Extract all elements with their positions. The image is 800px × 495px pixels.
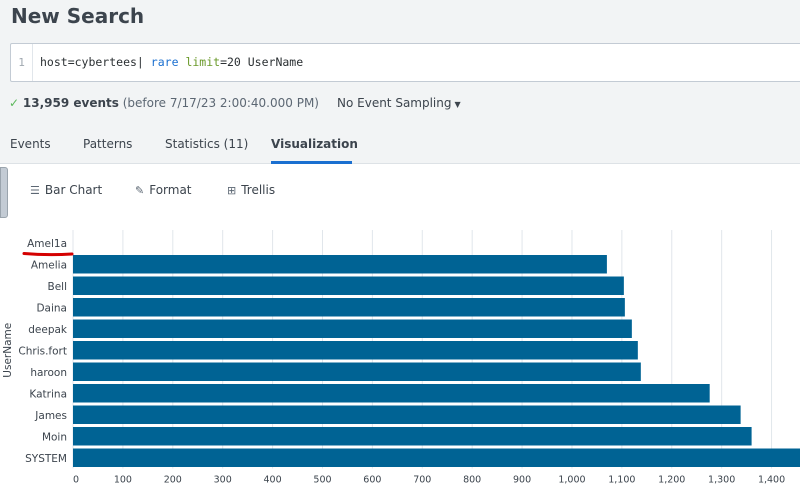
x-tick-label: 700 [413,475,431,486]
x-tick-label: 400 [264,475,282,486]
search-input[interactable]: 1 host=cybertees| rare limit=20 UserName [10,43,800,82]
check-icon: ✓ [9,96,20,110]
tab-events[interactable]: Events [10,137,51,151]
bar[interactable] [73,427,752,446]
y-tick-label: Daina [36,302,67,314]
bar[interactable] [73,405,741,425]
search-query[interactable]: host=cybertees| rare limit=20 UserName [40,44,303,81]
y-tick-label: James [34,410,67,422]
results-tabs: Events Patterns Statistics (11) Visualiz… [0,128,800,164]
query-argument: limit [185,55,221,69]
bar[interactable] [73,276,624,296]
event-sampling-dropdown[interactable]: No Event Sampling ▼ [337,96,461,110]
x-tick-label: 300 [214,475,232,486]
x-tick-label: 1,100 [608,475,635,486]
y-tick-label: Bell [48,281,68,293]
search-header: New Search 1 host=cybertees| rare limit=… [0,0,800,128]
bar-chart: Amel1a Amelia Bell Daina deepak Chris.fort har… [0,222,800,495]
bar[interactable] [73,319,632,339]
line-number: 1 [11,44,33,81]
time-range-text: (before 7/17/23 2:00:40.000 PM) [122,96,319,110]
trellis-button[interactable]: ⊞ Trellis [227,183,275,197]
y-tick-label: SYSTEM [25,453,67,465]
x-tick-label: 200 [164,475,182,486]
event-count: 13,959 events [22,96,119,110]
x-tick-label: 1,000 [558,475,585,486]
job-status: ✓ 13,959 events (before 7/17/23 2:00:40.… [9,96,319,110]
y-tick-label: Chris.fort [18,345,67,357]
x-tick-label: 1,400 [758,475,785,486]
annotation-layer [22,252,74,257]
page-title: New Search [11,4,145,28]
x-tick-label: 1,200 [658,475,685,486]
pencil-icon: ✎ [135,184,145,197]
red-underline-annotation [22,252,74,257]
x-tick-label: 500 [313,475,331,486]
query-command: rare [150,55,179,69]
tab-patterns[interactable]: Patterns [83,137,133,151]
y-tick-label: Amel1a [27,238,67,250]
query-base: host=cybertees| [40,55,144,69]
y-axis-title: UserName [2,323,14,378]
sidebar-toggle-handle[interactable] [0,167,8,218]
bar[interactable] [73,362,641,382]
x-tick-label: 900 [513,475,531,486]
x-tick-label: 800 [463,475,481,486]
y-tick-label: Moin [42,431,67,443]
bar[interactable] [73,384,710,403]
caret-down-icon: ▼ [454,100,461,109]
chart-canvas: Amel1a Amelia Bell Daina deepak Chris.fort har… [2,230,800,486]
x-axis-labels: 0 100 200 300 400 500 600 700 800 900 1,000 1,100 1,… [73,475,785,486]
active-tab-indicator [271,161,352,164]
y-tick-label: Amelia [31,259,67,271]
bar[interactable] [73,255,607,274]
y-axis-labels: Amel1a Amelia Bell Daina deepak Chris.fort har… [18,238,68,465]
bar-chart-button[interactable]: ☰ Bar Chart [30,183,102,197]
bar-chart-icon: ☰ [30,184,40,197]
x-tick-label: 0 [73,475,79,486]
trellis-label: Trellis [241,183,276,197]
format-button[interactable]: ✎ Format [135,183,192,197]
bar[interactable] [73,341,638,360]
tab-visualization[interactable]: Visualization [271,137,358,151]
format-label: Format [149,183,192,197]
x-tick-label: 600 [363,475,381,486]
x-tick-label: 1,300 [708,475,735,486]
grid-icon: ⊞ [227,184,237,197]
sampling-label: No Event Sampling [337,96,452,110]
y-tick-label: haroon [30,367,67,379]
bars [73,255,800,467]
bar[interactable] [73,298,625,317]
bar[interactable] [73,448,800,468]
tab-statistics[interactable]: Statistics (11) [165,137,249,151]
y-tick-label: Katrina [29,388,67,400]
query-rest: =20 UserName [220,55,304,69]
y-tick-label: deepak [28,324,68,336]
bar-chart-label: Bar Chart [44,183,103,197]
x-tick-label: 100 [114,475,132,486]
